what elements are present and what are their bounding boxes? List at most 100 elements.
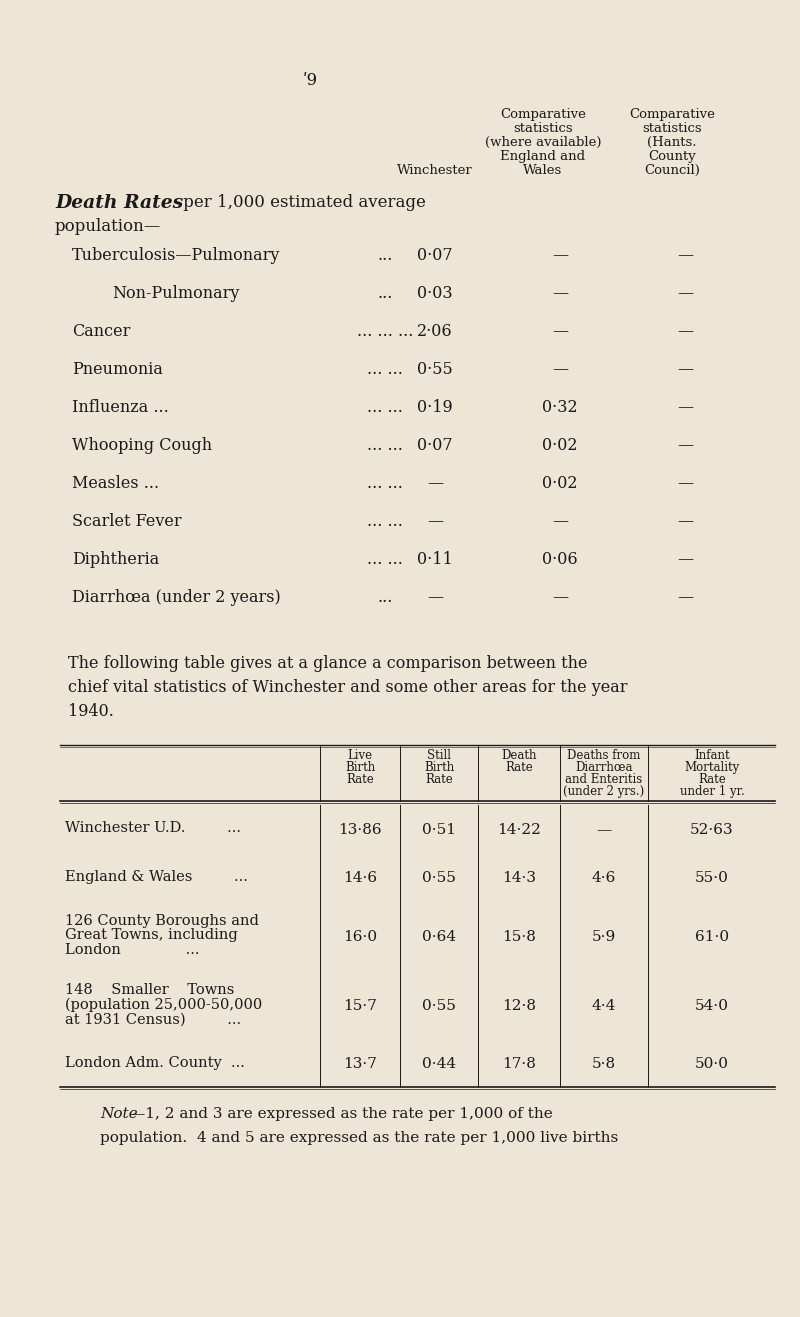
Text: 0·64: 0·64 <box>422 930 456 944</box>
Text: Council): Council) <box>644 165 700 176</box>
Text: —: — <box>677 248 693 263</box>
Text: Non-Pulmonary: Non-Pulmonary <box>112 284 239 302</box>
Text: ...: ... <box>378 248 393 263</box>
Text: —: — <box>677 475 693 493</box>
Text: 0·07: 0·07 <box>417 248 453 263</box>
Text: —: — <box>677 399 693 416</box>
Text: Death Rates: Death Rates <box>55 194 183 212</box>
Text: and Enteritis: and Enteritis <box>566 773 642 786</box>
Text: chief vital statistics of Winchester and some other areas for the year: chief vital statistics of Winchester and… <box>68 680 627 695</box>
Text: 13·7: 13·7 <box>343 1058 377 1071</box>
Text: 4·4: 4·4 <box>592 1000 616 1013</box>
Text: 0·51: 0·51 <box>422 823 456 838</box>
Text: ...: ... <box>378 284 393 302</box>
Text: population.  4 and 5 are expressed as the rate per 1,000 live births: population. 4 and 5 are expressed as the… <box>100 1131 618 1144</box>
Text: 52·63: 52·63 <box>690 823 734 838</box>
Text: Rate: Rate <box>505 761 533 774</box>
Text: population—: population— <box>55 219 162 234</box>
Text: Cancer: Cancer <box>72 323 130 340</box>
Text: ʹ9: ʹ9 <box>302 72 318 90</box>
Text: 15·7: 15·7 <box>343 1000 377 1013</box>
Text: Birth: Birth <box>345 761 375 774</box>
Text: —: — <box>427 589 443 606</box>
Text: 16·0: 16·0 <box>343 930 377 944</box>
Text: —: — <box>677 589 693 606</box>
Text: 0·55: 0·55 <box>417 361 453 378</box>
Text: Deaths from: Deaths from <box>567 749 641 763</box>
Text: ... ... ...: ... ... ... <box>357 323 413 340</box>
Text: 61·0: 61·0 <box>695 930 729 944</box>
Text: 0·55: 0·55 <box>422 1000 456 1013</box>
Text: Influenza ...: Influenza ... <box>72 399 169 416</box>
Text: 17·8: 17·8 <box>502 1058 536 1071</box>
Text: 0·06: 0·06 <box>542 551 578 568</box>
Text: 0·32: 0·32 <box>542 399 578 416</box>
Text: —: — <box>552 361 568 378</box>
Text: 13·86: 13·86 <box>338 823 382 838</box>
Text: Rate: Rate <box>698 773 726 786</box>
Text: 1940.: 1940. <box>68 703 114 720</box>
Text: ... ...: ... ... <box>367 514 403 529</box>
Text: ... ...: ... ... <box>367 399 403 416</box>
Text: England & Wales         ...: England & Wales ... <box>65 869 248 884</box>
Text: Diarrhœa (under 2 years): Diarrhœa (under 2 years) <box>72 589 281 606</box>
Text: Note: Note <box>100 1108 138 1121</box>
Text: —: — <box>552 284 568 302</box>
Text: 14·3: 14·3 <box>502 871 536 885</box>
Text: Birth: Birth <box>424 761 454 774</box>
Text: —: — <box>552 589 568 606</box>
Text: —: — <box>677 323 693 340</box>
Text: —: — <box>677 437 693 454</box>
Text: under 1 yr.: under 1 yr. <box>680 785 744 798</box>
Text: 15·8: 15·8 <box>502 930 536 944</box>
Text: England and: England and <box>501 150 586 163</box>
Text: —: — <box>552 248 568 263</box>
Text: 0·07: 0·07 <box>417 437 453 454</box>
Text: Diarrhœa: Diarrhœa <box>575 761 633 774</box>
Text: Winchester U.D.         ...: Winchester U.D. ... <box>65 822 241 835</box>
Text: 0·11: 0·11 <box>417 551 453 568</box>
Text: 14·22: 14·22 <box>497 823 541 838</box>
Text: 14·6: 14·6 <box>343 871 377 885</box>
Text: (population 25,000-50,000: (population 25,000-50,000 <box>65 997 262 1011</box>
Text: 0·02: 0·02 <box>542 437 578 454</box>
Text: —: — <box>677 361 693 378</box>
Text: London              ...: London ... <box>65 943 199 957</box>
Text: 0·44: 0·44 <box>422 1058 456 1071</box>
Text: Diphtheria: Diphtheria <box>72 551 159 568</box>
Text: —: — <box>552 323 568 340</box>
Text: 55·0: 55·0 <box>695 871 729 885</box>
Text: —: — <box>677 551 693 568</box>
Text: ... ...: ... ... <box>367 475 403 493</box>
Text: Tuberculosis—Pulmonary: Tuberculosis—Pulmonary <box>72 248 280 263</box>
Text: ... ...: ... ... <box>367 437 403 454</box>
Text: Pneumonia: Pneumonia <box>72 361 163 378</box>
Text: 0·55: 0·55 <box>422 871 456 885</box>
Text: Death: Death <box>502 749 537 763</box>
Text: statistics: statistics <box>513 122 573 136</box>
Text: Rate: Rate <box>425 773 453 786</box>
Text: 148    Smaller    Towns: 148 Smaller Towns <box>65 982 234 997</box>
Text: County: County <box>648 150 696 163</box>
Text: (under 2 yrs.): (under 2 yrs.) <box>563 785 645 798</box>
Text: statistics: statistics <box>642 122 702 136</box>
Text: Infant: Infant <box>694 749 730 763</box>
Text: Scarlet Fever: Scarlet Fever <box>72 514 182 529</box>
Text: 4·6: 4·6 <box>592 871 616 885</box>
Text: ... ...: ... ... <box>367 361 403 378</box>
Text: (where available): (where available) <box>485 136 602 149</box>
Text: —: — <box>677 514 693 529</box>
Text: Mortality: Mortality <box>684 761 740 774</box>
Text: 0·02: 0·02 <box>542 475 578 493</box>
Text: 50·0: 50·0 <box>695 1058 729 1071</box>
Text: —: — <box>427 514 443 529</box>
Text: 5·9: 5·9 <box>592 930 616 944</box>
Text: 0·19: 0·19 <box>417 399 453 416</box>
Text: per 1,000 estimated average: per 1,000 estimated average <box>178 194 426 211</box>
Text: 54·0: 54·0 <box>695 1000 729 1013</box>
Text: Wales: Wales <box>523 165 562 176</box>
Text: 2·06: 2·06 <box>417 323 453 340</box>
Text: —1, 2 and 3 are expressed as the rate per 1,000 of the: —1, 2 and 3 are expressed as the rate pe… <box>130 1108 553 1121</box>
Text: 0·03: 0·03 <box>417 284 453 302</box>
Text: at 1931 Census)         ...: at 1931 Census) ... <box>65 1013 241 1026</box>
